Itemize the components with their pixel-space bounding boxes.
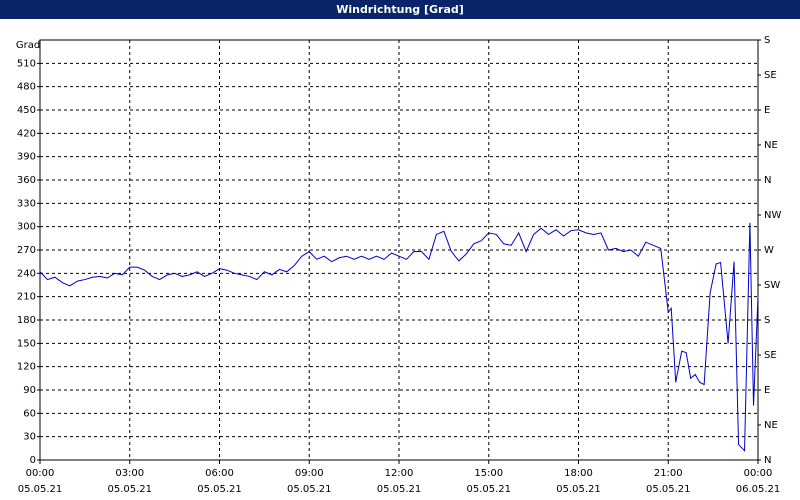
x-tick-label: 03:00 xyxy=(115,468,144,479)
x-tick-label: 18:00 xyxy=(564,468,593,479)
y-axis-label: Grad xyxy=(16,40,40,51)
y2-tick-label: S xyxy=(764,35,770,46)
x-tick-label: 21:00 xyxy=(654,468,683,479)
x-tick-date: 05.05.21 xyxy=(287,484,332,495)
chart-title: Windrichtung [Grad] xyxy=(336,3,464,16)
y-tick-label: 0 xyxy=(30,455,36,466)
y-tick-label: 390 xyxy=(17,152,36,163)
x-tick-label: 06:00 xyxy=(205,468,234,479)
y-tick-label: 60 xyxy=(23,408,36,419)
y-tick-label: 120 xyxy=(17,362,36,373)
y2-tick-label: N xyxy=(764,175,771,186)
y2-tick-label: S xyxy=(764,315,770,326)
y-tick-label: 420 xyxy=(17,128,36,139)
x-tick-date: 05.05.21 xyxy=(646,484,691,495)
y-tick-label: 300 xyxy=(17,222,36,233)
y2-tick-label: W xyxy=(764,245,774,256)
y2-tick-label: SE xyxy=(764,70,777,81)
y-tick-label: 510 xyxy=(17,58,36,69)
y2-tick-label: SE xyxy=(764,350,777,361)
y-tick-label: 270 xyxy=(17,245,36,256)
data-line xyxy=(39,222,759,452)
y-tick-label: 330 xyxy=(17,198,36,209)
x-tick-date: 05.05.21 xyxy=(556,484,601,495)
x-tick-date: 05.05.21 xyxy=(18,484,63,495)
y-tick-label: 240 xyxy=(17,268,36,279)
y-tick-label: 480 xyxy=(17,82,36,93)
x-tick-label: 15:00 xyxy=(474,468,503,479)
y-tick-label: 30 xyxy=(23,432,36,443)
y2-tick-label: E xyxy=(764,105,770,116)
plot-frame xyxy=(39,39,759,461)
y-tick-label: 150 xyxy=(17,338,36,349)
x-tick-label: 12:00 xyxy=(385,468,414,479)
x-tick-date: 05.05.21 xyxy=(197,484,242,495)
y2-tick-label: NE xyxy=(764,420,778,431)
y2-tick-label: NW xyxy=(764,210,781,221)
y-tick-label: 210 xyxy=(17,292,36,303)
x-tick-date: 05.05.21 xyxy=(377,484,422,495)
y-tick-label: 90 xyxy=(23,385,36,396)
y2-tick-label: E xyxy=(764,385,770,396)
x-tick-date: 05.05.21 xyxy=(466,484,511,495)
title-bar xyxy=(0,0,800,19)
y2-tick-label: NE xyxy=(764,140,778,151)
y-tick-label: 180 xyxy=(17,315,36,326)
y-tick-label: 450 xyxy=(17,105,36,116)
y2-tick-label: SW xyxy=(764,280,780,291)
y-tick-label: 360 xyxy=(17,175,36,186)
x-tick-label: 00:00 xyxy=(26,468,55,479)
y2-tick-label: N xyxy=(764,455,771,466)
x-tick-date: 06.05.21 xyxy=(736,484,781,495)
x-tick-label: 00:00 xyxy=(744,468,773,479)
x-tick-label: 09:00 xyxy=(295,468,324,479)
x-tick-date: 05.05.21 xyxy=(107,484,152,495)
